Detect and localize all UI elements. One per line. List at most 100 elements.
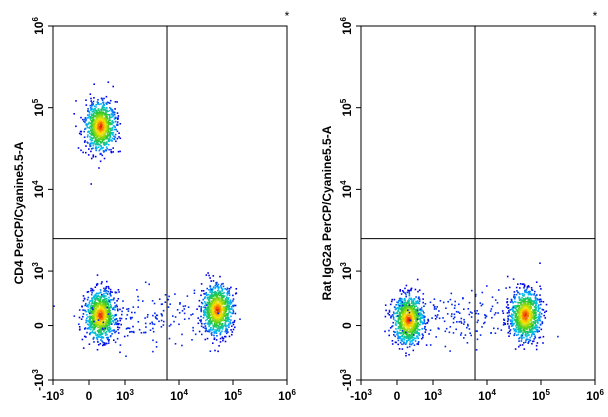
event-dot: [232, 300, 234, 302]
event-dot: [102, 296, 105, 298]
event-dot: [539, 262, 541, 264]
event-dot: [508, 335, 510, 337]
event-dot: [413, 307, 415, 309]
event-dot: [114, 302, 116, 304]
event-dot: [220, 313, 222, 315]
event-dot: [217, 305, 220, 308]
event-dot: [526, 311, 529, 314]
event-dot: [414, 303, 417, 305]
event-dot: [427, 320, 430, 322]
event-dot: [223, 314, 226, 316]
event-dot: [85, 124, 87, 126]
event-dot: [113, 306, 115, 309]
event-dot: [521, 322, 523, 325]
event-dot: [210, 291, 213, 293]
event-dot: [521, 292, 524, 295]
event-dot: [230, 307, 232, 310]
event-dot: [134, 311, 136, 314]
event-dot: [89, 300, 91, 302]
event-dot: [222, 305, 225, 308]
event-dot: [229, 322, 232, 325]
event-dot: [516, 317, 518, 319]
event-dot: [421, 316, 424, 318]
event-dot: [545, 310, 548, 312]
event-dot: [98, 335, 100, 337]
event-dot: [217, 288, 220, 290]
event-dot: [409, 340, 411, 343]
event-dot: [91, 111, 94, 113]
event-dot: [216, 318, 219, 321]
event-dot: [412, 329, 415, 331]
event-dot: [512, 278, 515, 280]
event-dot: [231, 325, 233, 327]
event-dot: [87, 323, 89, 326]
event-dot: [116, 322, 119, 325]
event-dot: [214, 301, 216, 303]
event-dot: [217, 320, 219, 323]
event-dot: [518, 330, 520, 332]
event-dot: [93, 134, 96, 136]
event-dot: [523, 295, 525, 297]
event-dot: [397, 301, 399, 304]
event-dot: [223, 311, 226, 314]
event-dot: [113, 330, 115, 332]
event-dot: [401, 301, 404, 303]
event-dot: [517, 291, 520, 294]
event-dot: [226, 304, 228, 306]
event-dot: [422, 298, 424, 300]
event-dot: [103, 322, 105, 325]
event-dot: [398, 348, 401, 350]
event-dot: [94, 307, 96, 310]
event-dot: [103, 130, 106, 133]
event-dot: [517, 320, 519, 322]
event-dot: [214, 291, 217, 294]
event-dot: [400, 301, 402, 303]
event-dot: [502, 324, 505, 326]
event-dot: [524, 317, 527, 320]
event-dot: [411, 298, 413, 301]
event-dot: [212, 291, 214, 294]
event-dot: [103, 124, 105, 127]
event-dot: [213, 294, 215, 296]
population-1: [501, 262, 548, 351]
event-dot: [228, 317, 230, 319]
event-dot: [463, 321, 466, 323]
event-dot: [92, 328, 95, 331]
event-dot: [100, 132, 103, 135]
event-dot: [93, 316, 95, 318]
event-dot: [420, 317, 422, 319]
event-dot: [474, 293, 477, 296]
event-dot: [105, 332, 107, 335]
event-dot: [107, 101, 110, 104]
tick-label: 103: [116, 388, 134, 403]
event-dot: [422, 317, 425, 319]
event-dot: [536, 298, 539, 300]
event-dot: [401, 334, 404, 337]
event-dot: [86, 314, 88, 316]
event-dot: [212, 280, 215, 282]
event-dot: [226, 328, 229, 331]
event-dot: [92, 142, 94, 145]
event-dot: [105, 303, 107, 306]
event-dot: [520, 301, 523, 304]
event-dot: [97, 113, 99, 115]
event-dot: [108, 317, 111, 320]
event-dot: [116, 300, 118, 302]
event-dot: [410, 289, 412, 292]
event-dot: [228, 324, 230, 326]
event-dot: [401, 324, 404, 326]
event-dot: [103, 316, 106, 319]
event-dot: [220, 310, 222, 312]
event-dot: [528, 291, 530, 294]
event-dot: [463, 308, 465, 310]
event-dot: [99, 298, 101, 301]
event-dot: [515, 306, 517, 309]
event-dot: [84, 327, 87, 329]
event-dot: [404, 292, 406, 294]
event-dot: [531, 315, 533, 317]
event-dot: [209, 291, 211, 293]
event-dot: [525, 325, 528, 327]
event-dot: [436, 306, 438, 308]
event-dot: [404, 323, 407, 326]
event-dot: [406, 335, 408, 338]
